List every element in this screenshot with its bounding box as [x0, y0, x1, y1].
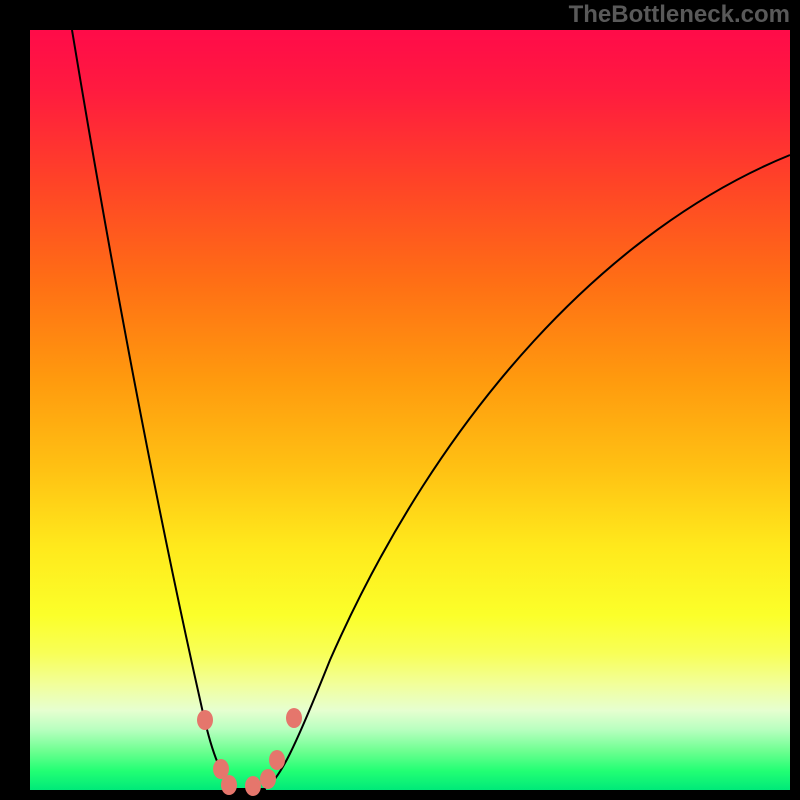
marker-dot: [260, 769, 276, 789]
bottleneck-chart: TheBottleneck.com: [0, 0, 800, 800]
watermark-text: TheBottleneck.com: [569, 1, 790, 28]
marker-dot: [245, 776, 261, 796]
marker-dot: [197, 710, 213, 730]
chart-container: TheBottleneck.com: [0, 0, 800, 800]
marker-dot: [269, 750, 285, 770]
marker-dot: [221, 775, 237, 795]
plot-area: [30, 30, 790, 790]
marker-dot: [286, 708, 302, 728]
